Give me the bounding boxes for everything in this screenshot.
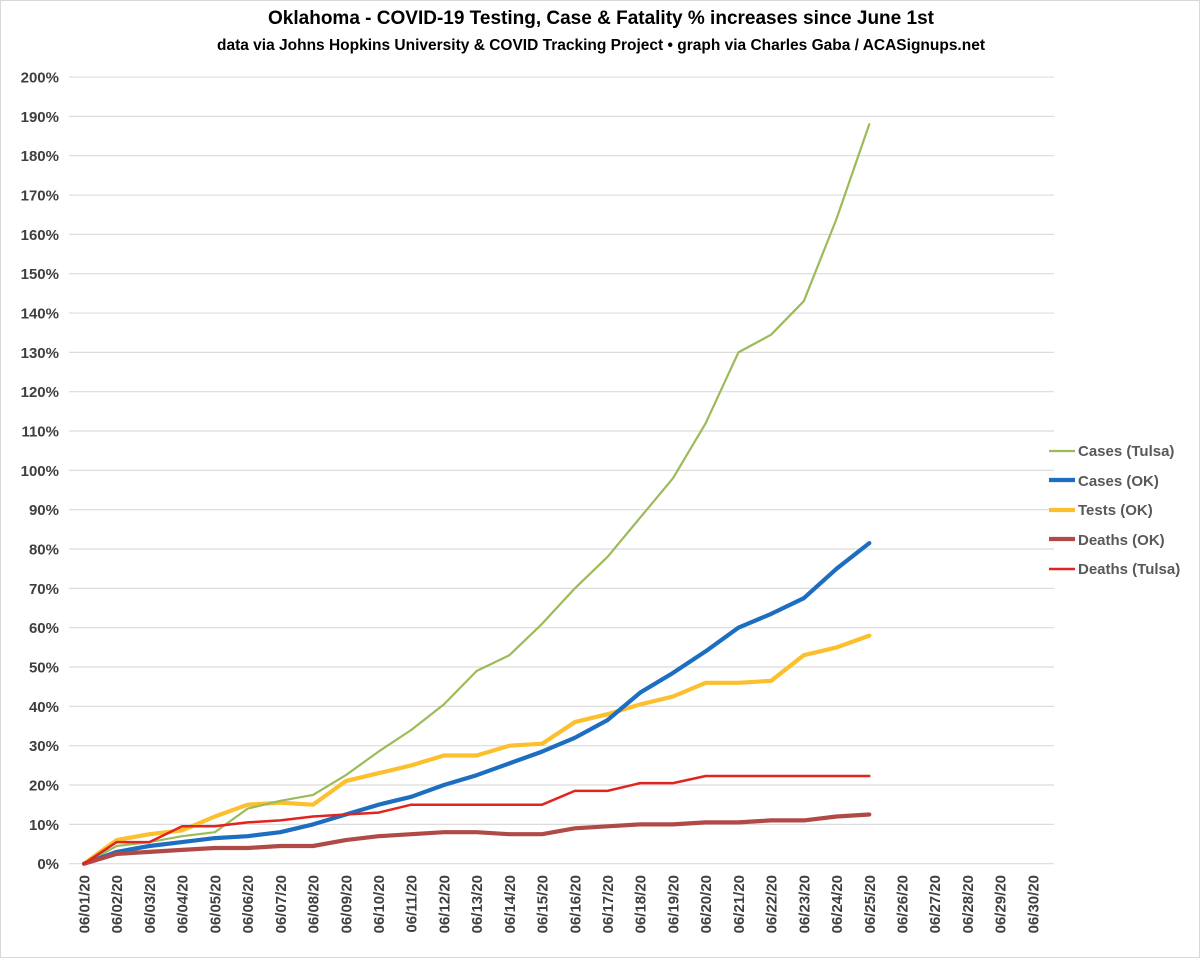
legend-item: Deaths (OK)	[1049, 526, 1199, 556]
legend-label: Deaths (Tulsa)	[1078, 561, 1181, 579]
x-axis-label: 06/30/20	[1025, 875, 1042, 933]
legend: Cases (Tulsa) Cases (OK) Tests (OK) Deaths …	[1049, 437, 1199, 585]
y-axis-label: 140%	[21, 306, 59, 323]
chart-title: Oklahoma - COVID-19 Testing, Case & Fata…	[268, 8, 934, 29]
x-axis-label: 06/22/20	[764, 875, 781, 933]
x-axis-label: 06/07/20	[273, 875, 290, 933]
x-axis-label: 06/27/20	[927, 875, 944, 933]
y-axis-label: 130%	[21, 345, 59, 362]
x-axis-label: 06/02/20	[109, 875, 126, 933]
x-axis-label: 06/25/20	[862, 875, 879, 933]
y-axis-label: 0%	[37, 856, 59, 873]
y-axis-label: 180%	[21, 148, 59, 165]
x-axis-label: 06/20/20	[698, 875, 715, 933]
legend-label: Tests (OK)	[1078, 502, 1153, 520]
x-axis-label: 06/17/20	[600, 875, 617, 933]
legend-swatch-line	[1049, 502, 1075, 520]
y-axis-label: 120%	[21, 384, 59, 401]
x-axis-label: 06/14/20	[502, 875, 519, 933]
x-axis-label: 06/24/20	[829, 875, 846, 933]
y-axis-label: 170%	[21, 188, 59, 205]
legend-label: Deaths (OK)	[1078, 531, 1165, 549]
x-axis-label: 06/28/20	[960, 875, 977, 933]
x-axis-label: 06/29/20	[993, 875, 1010, 933]
series-line-deaths-ok	[81, 812, 872, 866]
y-axis-label: 100%	[21, 463, 59, 480]
x-axis-label: 06/26/20	[895, 875, 912, 933]
x-axis-label: 06/19/20	[665, 875, 682, 933]
legend-item: Deaths (Tulsa)	[1049, 555, 1199, 585]
y-axis-label: 160%	[21, 227, 59, 244]
legend-swatch-line	[1049, 561, 1075, 579]
x-axis-label: 06/08/20	[306, 875, 323, 933]
legend-item: Tests (OK)	[1049, 496, 1199, 526]
x-axis-label: 06/12/20	[436, 875, 453, 933]
x-axis-label: 06/01/20	[77, 875, 94, 933]
y-axis-label: 110%	[21, 424, 59, 441]
y-axis-label: 70%	[29, 581, 59, 598]
x-axis-label: 06/06/20	[240, 875, 257, 933]
x-axis-label: 06/05/20	[207, 875, 224, 933]
x-axis-label: 06/03/20	[142, 875, 159, 933]
y-axis-label: 80%	[29, 542, 59, 559]
legend-item: Cases (OK)	[1049, 467, 1199, 497]
y-axis-label: 90%	[29, 502, 59, 519]
x-axis-label: 06/18/20	[633, 875, 650, 933]
legend-swatch-line	[1049, 443, 1075, 461]
x-axis-label: 06/11/20	[404, 875, 421, 933]
legend-label: Cases (Tulsa)	[1078, 443, 1175, 461]
y-axis-label: 60%	[29, 620, 59, 637]
x-axis-label: 06/04/20	[175, 875, 192, 933]
x-axis-label: 06/23/20	[796, 875, 813, 933]
y-axis-label: 20%	[29, 778, 59, 795]
legend-label: Cases (OK)	[1078, 472, 1159, 490]
y-axis-label: 50%	[29, 660, 59, 677]
x-axis-label: 06/13/20	[469, 875, 486, 933]
series-line-deaths-tulsa	[82, 774, 871, 865]
series-line-cases-ok	[81, 540, 872, 866]
x-axis-label: 06/21/20	[731, 875, 748, 933]
y-axis-label: 10%	[29, 817, 59, 834]
y-axis-label: 30%	[29, 738, 59, 755]
y-axis-label: 40%	[29, 699, 59, 716]
legend-swatch-line	[1049, 531, 1075, 549]
legend-swatch-line	[1049, 472, 1075, 490]
chart-subtitle: data via Johns Hopkins University & COVI…	[217, 37, 985, 54]
series-line-cases-tulsa	[82, 123, 871, 865]
y-axis-label: 150%	[21, 266, 59, 283]
y-axis-label: 190%	[21, 109, 59, 126]
legend-item: Cases (Tulsa)	[1049, 437, 1199, 467]
x-axis-label: 06/15/20	[535, 875, 552, 933]
x-axis-label: 06/16/20	[567, 875, 584, 933]
y-axis-label: 200%	[21, 70, 59, 87]
x-axis-label: 06/09/20	[338, 875, 355, 933]
x-axis-label: 06/10/20	[371, 875, 388, 933]
series-line-tests-ok	[81, 633, 872, 866]
